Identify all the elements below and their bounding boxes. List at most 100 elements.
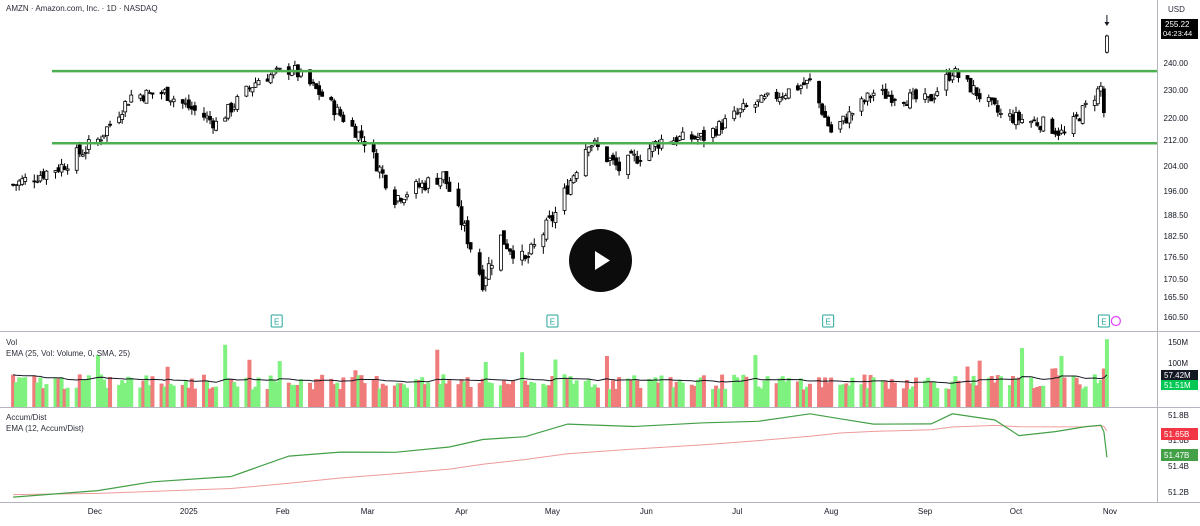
- candle-body: [483, 277, 488, 287]
- volume-bar: [441, 374, 446, 407]
- volume-bar: [150, 376, 155, 407]
- volume-bar: [17, 377, 22, 407]
- volume-bar: [656, 382, 661, 407]
- candle-body: [274, 67, 279, 70]
- volume-bar: [786, 377, 791, 407]
- volume-bar: [889, 379, 894, 407]
- volume-bar: [356, 375, 361, 407]
- candle-body: [905, 104, 909, 106]
- candle-body: [1095, 88, 1100, 105]
- volume-bar: [701, 375, 706, 407]
- volume-bar: [401, 384, 406, 407]
- candle-body: [356, 131, 361, 141]
- candle-body: [235, 96, 240, 110]
- volume-bar: [129, 377, 134, 407]
- candle-body: [611, 154, 615, 161]
- volume-ema-value: 57.42M: [1164, 371, 1191, 380]
- candle-body: [105, 126, 109, 137]
- candle-body: [762, 96, 767, 100]
- candle-body: [77, 144, 82, 155]
- candle-body: [508, 248, 512, 252]
- volume-bar: [98, 374, 103, 407]
- countdown-value: 04:23:44: [1163, 29, 1192, 38]
- volume-bars-group: [11, 339, 1109, 407]
- candle-body: [399, 197, 403, 202]
- candle-body: [489, 265, 494, 269]
- volume-bar: [108, 376, 113, 407]
- volume-bar: [235, 386, 240, 407]
- volume-bar: [229, 378, 234, 407]
- volume-bar: [901, 388, 906, 407]
- candle-body: [865, 92, 870, 102]
- volume-bar: [547, 385, 552, 407]
- candle-body: [23, 176, 28, 182]
- candle-body: [711, 128, 715, 138]
- volume-bar: [523, 380, 528, 407]
- candle-body: [141, 95, 146, 102]
- volume-bar: [986, 377, 991, 407]
- ad-value: 51.47B: [1164, 451, 1189, 460]
- price-tick-label: 160.50: [1164, 313, 1189, 322]
- play-button[interactable]: [569, 229, 632, 292]
- candle-body: [1083, 102, 1088, 105]
- volume-ema-tag: [1161, 370, 1198, 380]
- candle-body: [308, 69, 312, 85]
- volume-bar: [774, 383, 779, 407]
- volume-bar: [1074, 377, 1079, 407]
- candle-body: [638, 160, 643, 162]
- earnings-label: E: [1101, 318, 1106, 327]
- volume-bar: [159, 383, 164, 407]
- candle-body: [1062, 131, 1067, 134]
- volume-bar: [950, 381, 955, 407]
- volume-bar: [753, 355, 758, 407]
- candle-body: [838, 121, 843, 130]
- candle-body: [277, 67, 282, 70]
- volume-bar: [335, 382, 340, 407]
- candle-body: [923, 93, 928, 100]
- volume-bar: [956, 380, 961, 407]
- volume-bar: [23, 377, 28, 407]
- volume-bar: [414, 379, 419, 407]
- candle-body: [83, 151, 88, 154]
- arrow-marker: [1104, 22, 1110, 26]
- candle-body: [1059, 129, 1064, 134]
- candle-body: [165, 86, 170, 101]
- candle-body: [383, 174, 388, 189]
- volume-bar: [820, 387, 825, 407]
- volume-bar: [459, 379, 464, 407]
- candle-body: [714, 129, 718, 136]
- candle-body: [253, 82, 258, 88]
- candle-body: [574, 172, 579, 179]
- candle-body: [744, 104, 749, 108]
- volume-bar: [692, 385, 697, 407]
- ad-tick-label: 51.4B: [1168, 462, 1189, 471]
- volume-bar: [723, 388, 728, 407]
- candle-body: [456, 188, 461, 207]
- candle-body: [1101, 88, 1106, 114]
- volume-bar: [286, 382, 291, 407]
- volume-bar: [935, 388, 940, 407]
- volume-bar: [56, 378, 61, 407]
- volume-bar: [1059, 355, 1064, 407]
- candle-body: [202, 112, 206, 118]
- volume-bar: [965, 366, 970, 407]
- candle-body: [756, 99, 761, 103]
- candle-body: [74, 147, 79, 171]
- volume-bar: [1041, 385, 1046, 407]
- volume-bar: [668, 377, 673, 407]
- volume-bar: [1101, 368, 1106, 407]
- volume-tick-label: 100M: [1168, 359, 1188, 368]
- candle-body: [480, 269, 485, 291]
- volume-bar: [362, 383, 367, 407]
- volume-bar: [311, 389, 316, 407]
- volume-bar: [765, 376, 770, 407]
- volume-bar: [117, 384, 122, 407]
- volume-bar: [780, 376, 785, 407]
- candle-body: [632, 153, 637, 156]
- candle-body: [614, 157, 618, 166]
- candle-body: [86, 139, 91, 150]
- time-axis-label: Mar: [361, 507, 375, 516]
- candle-body: [820, 103, 824, 115]
- time-axis-label: Sep: [918, 507, 933, 516]
